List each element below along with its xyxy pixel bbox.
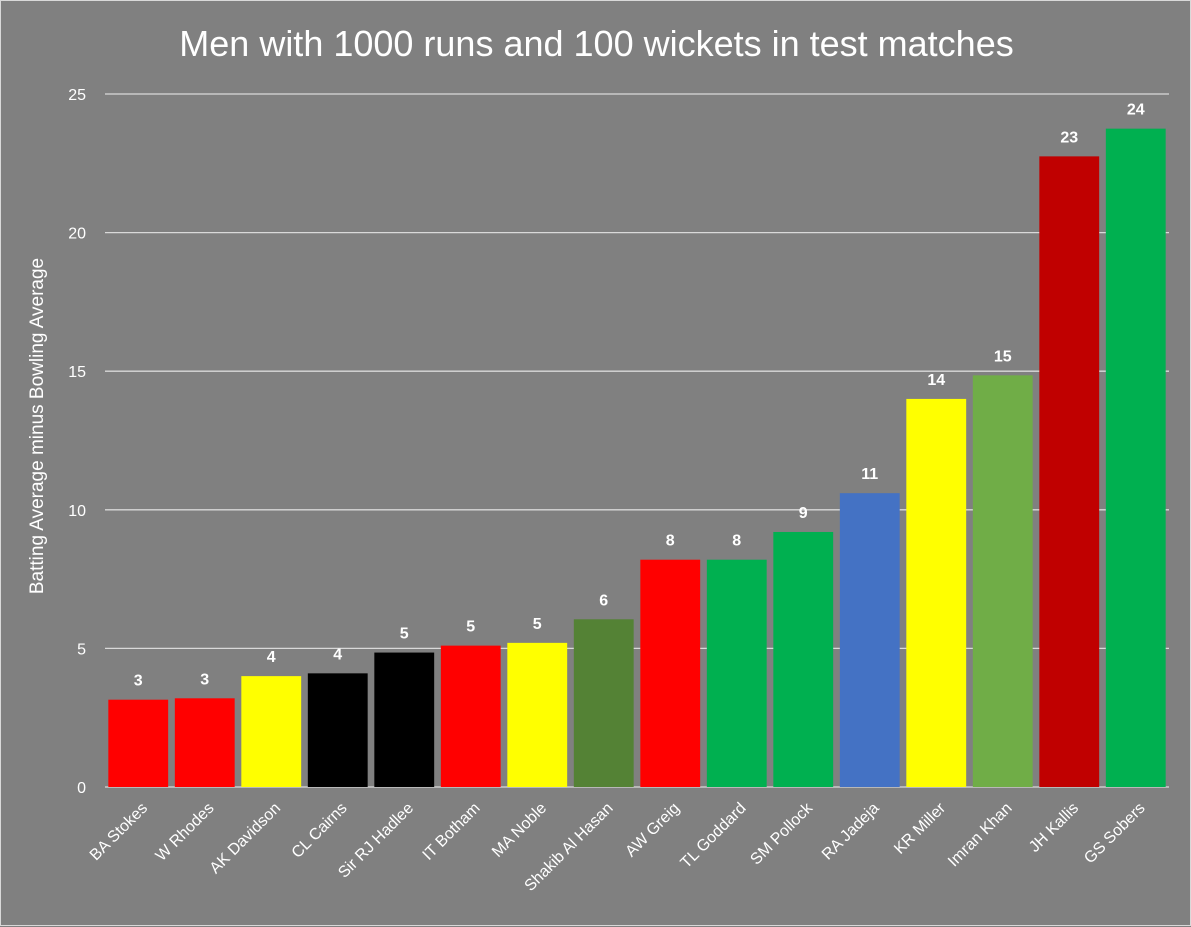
data-label: 6 [599, 592, 608, 609]
category-label: KR Miller [891, 799, 949, 857]
category-label: TL Goddard [678, 800, 750, 872]
bar [507, 642, 568, 787]
bar [440, 645, 501, 787]
bar [108, 699, 169, 787]
category-label: MA Noble [489, 800, 550, 861]
bar [241, 676, 302, 787]
data-label: 11 [861, 466, 878, 483]
y-tick-label: 0 [77, 780, 86, 797]
bar [640, 559, 701, 787]
data-label: 4 [267, 649, 276, 666]
bar [1039, 156, 1100, 787]
y-tick-label: 5 [77, 641, 86, 658]
bar [906, 398, 967, 787]
category-label: GS Sobers [1081, 800, 1148, 867]
category-label: AW Greig [622, 800, 683, 861]
data-label: 23 [1060, 129, 1078, 146]
data-label: 15 [994, 348, 1012, 365]
category-label: CL Cairns [289, 800, 351, 862]
y-tick-label: 20 [68, 226, 86, 243]
category-label: AK Davidson [207, 800, 284, 877]
category-label: RA Jadeja [819, 800, 883, 864]
bar [307, 673, 368, 787]
y-tick-label: 10 [68, 503, 86, 520]
data-label: 9 [799, 505, 808, 522]
data-label: 14 [927, 372, 945, 389]
data-label: 8 [732, 533, 741, 550]
category-label: W Rhodes [153, 800, 218, 865]
bar [1105, 128, 1166, 787]
data-label: 5 [466, 619, 475, 636]
y-tick-labels: 0 5 10 15 20 25 [68, 87, 86, 797]
category-label: JH Kallis [1026, 800, 1082, 856]
bars [108, 128, 1166, 787]
category-label: SM Pollock [747, 799, 816, 868]
data-label: 4 [333, 646, 342, 663]
bar [374, 652, 435, 787]
data-label: 5 [400, 626, 409, 643]
bar [573, 619, 634, 787]
bar [174, 698, 235, 787]
category-label: IT Botham [420, 800, 484, 864]
data-label: 8 [666, 533, 675, 550]
bar [972, 375, 1033, 787]
data-label: 3 [200, 671, 209, 688]
data-label: 5 [533, 616, 542, 633]
category-label: Imran Khan [945, 800, 1016, 871]
chart-title: Men with 1000 runs and 100 wickets in te… [179, 23, 1014, 64]
data-labels: 3 3 4 4 5 5 5 6 8 8 9 11 14 15 23 24 [134, 102, 1145, 690]
bar [773, 531, 834, 787]
y-tick-label: 15 [68, 364, 86, 381]
category-label: BA Stokes [87, 800, 151, 864]
bar [839, 493, 900, 787]
bar [706, 559, 767, 787]
y-tick-label: 25 [68, 87, 86, 104]
data-label: 24 [1127, 102, 1145, 119]
data-label: 3 [134, 673, 143, 690]
